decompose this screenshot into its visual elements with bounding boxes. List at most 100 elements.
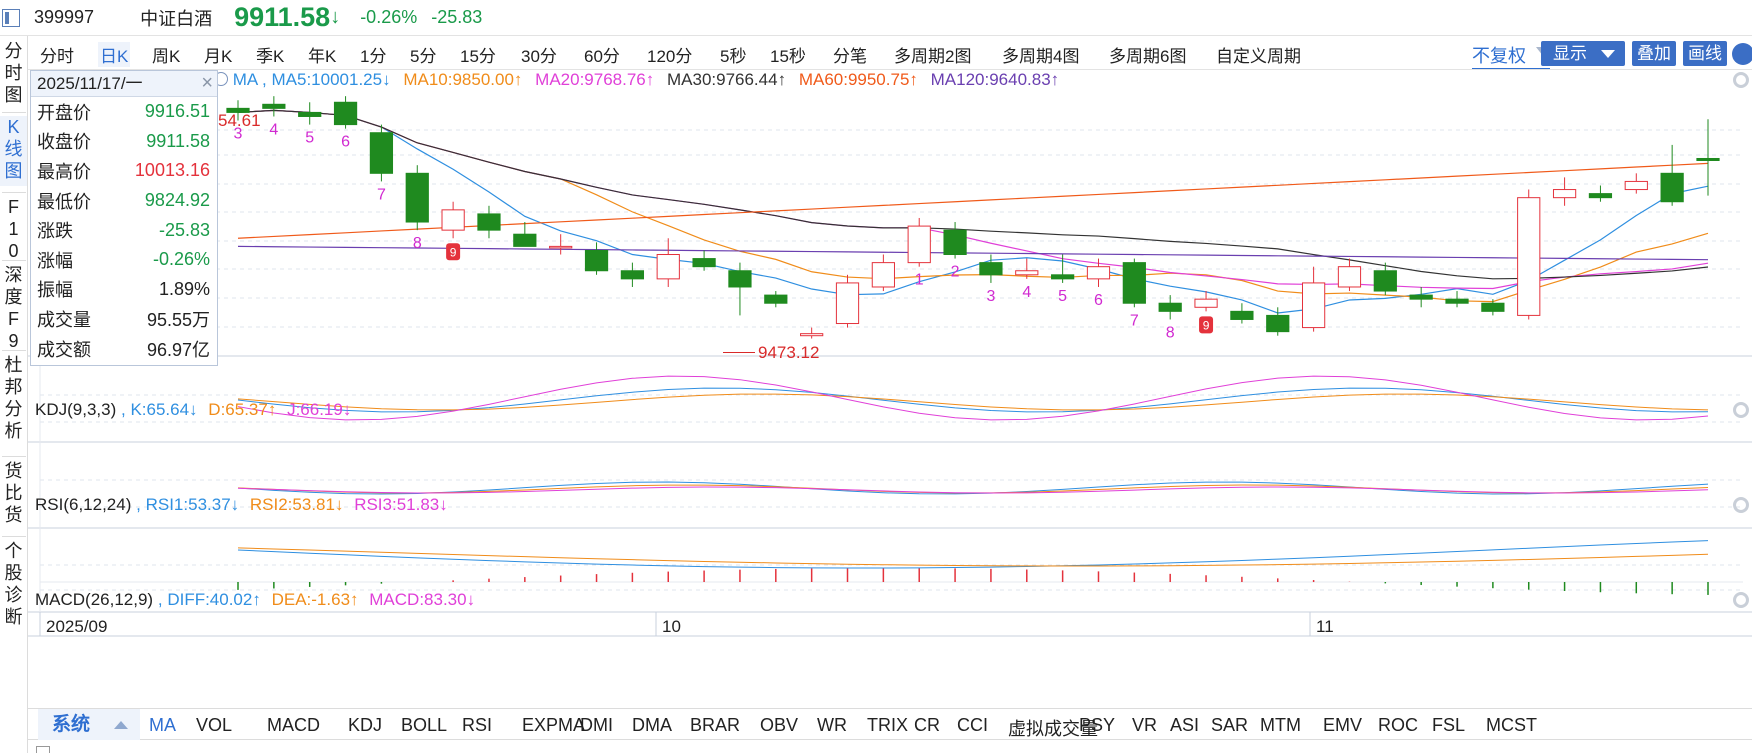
indicator-tab-trix[interactable]: TRIX [867, 715, 909, 735]
tab-weekly-k[interactable]: 周K [152, 47, 181, 66]
tab-multi-4[interactable]: 多周期4图 [1002, 47, 1080, 66]
status-strip [28, 740, 1752, 753]
indicator-tab-expma[interactable]: EXPMA [522, 715, 586, 735]
indicator-tab-cci[interactable]: CCI [957, 715, 988, 735]
indicator-tab-vr[interactable]: VR [1132, 715, 1158, 735]
overlay-button[interactable]: 叠加 [1632, 41, 1676, 66]
chevron-up-icon [114, 721, 128, 729]
info-label: 最高价 [37, 161, 91, 182]
info-value: -0.26% [152, 249, 210, 270]
display-button[interactable]: 显示 [1541, 41, 1625, 66]
kdj-k-line [237, 387, 1709, 413]
tab-timeshare[interactable]: 分时 [40, 47, 74, 66]
kline-chart[interactable]: 3 4 5 6 7 8 9 1 2 3 4 5 6 7 8 9 2025/09 10 11 [28, 70, 1752, 708]
candle-body [1086, 266, 1111, 280]
indicator-tab-wr[interactable]: WR [817, 715, 847, 735]
tab-daily-k[interactable]: 日K [98, 42, 131, 67]
tab-30min[interactable]: 30分 [521, 47, 557, 66]
tab-multi-6[interactable]: 多周期6图 [1109, 47, 1187, 66]
ma-line [237, 109, 1709, 280]
indicator-tab-psy[interactable]: PSY [1079, 715, 1116, 735]
indicator-tab-brar[interactable]: BRAR [690, 715, 741, 735]
indicator-tab-dmi[interactable]: DMI [580, 715, 613, 735]
low-price-pointer [723, 352, 755, 353]
indicator-tab-cr[interactable]: CR [914, 715, 940, 735]
display-button-label: 显示 [1553, 44, 1587, 63]
nav-kline[interactable]: K线图 [0, 116, 27, 186]
ma-line [237, 109, 1709, 303]
candle-body [441, 209, 465, 231]
info-row: 成交量 95.55万 [31, 304, 217, 334]
candle-body [1588, 193, 1613, 199]
kdj-d-value: D:65.37↑ [208, 400, 277, 419]
indicator-tab-ma[interactable]: MA [149, 715, 176, 735]
rsi-name[interactable]: RSI(6,12,24) [35, 495, 132, 514]
macd-hist-value: MACD:83.30↓ [369, 590, 476, 609]
indicator-tab-vol[interactable]: VOL [196, 715, 233, 735]
indicator-tab-asi[interactable]: ASI [1170, 715, 1200, 735]
system-indicator-menu[interactable]: 系统 [38, 709, 140, 741]
tab-120min[interactable]: 120分 [647, 47, 693, 66]
main-chart-settings-gear-icon[interactable] [1733, 72, 1749, 88]
checkbox-icon[interactable] [36, 746, 50, 753]
indicator-tab-kdj[interactable]: KDJ [348, 715, 383, 735]
info-label: 最低价 [37, 191, 91, 212]
panel-toggle-icon[interactable] [2, 8, 20, 27]
kdj-k-value: K:65.64↓ [130, 400, 198, 419]
info-value: 9911.58 [146, 130, 210, 151]
adjust-select[interactable]: 不复权 [1472, 42, 1550, 69]
tab-tick[interactable]: 分笔 [833, 47, 867, 66]
rsi-settings-gear-icon[interactable] [1733, 497, 1749, 513]
indicator-tab-mcst[interactable]: MCST [1486, 715, 1537, 735]
info-value: 95.55万 [146, 309, 210, 330]
nine-turn-mark: 4 [269, 121, 278, 138]
indicator-tab-dma[interactable]: DMA [632, 715, 672, 735]
ma-line [237, 109, 1709, 290]
system-label: 系统 [52, 714, 91, 735]
indicator-tab-[interactable]: 虚拟成交量 [1008, 719, 1098, 739]
tab-yearly-k[interactable]: 年K [308, 47, 337, 66]
candle-body [549, 245, 573, 249]
indicator-tab-macd[interactable]: MACD [267, 715, 320, 735]
tab-15min[interactable]: 15分 [460, 47, 496, 66]
tab-quarterly-k[interactable]: 季K [256, 47, 285, 66]
tab-monthly-k[interactable]: 月K [204, 47, 233, 66]
indicator-tab-roc[interactable]: ROC [1378, 715, 1418, 735]
close-icon[interactable]: × [201, 72, 213, 94]
nine-turn-mark: 6 [1094, 292, 1103, 309]
nine-turn-mark: 3 [234, 126, 243, 143]
indicator-tab-obv[interactable]: OBV [760, 715, 799, 735]
nav-compare[interactable]: 货比货 [0, 460, 27, 530]
tab-1min[interactable]: 1分 [360, 47, 387, 66]
collapse-icon[interactable] [1732, 43, 1752, 65]
tab-15sec[interactable]: 15秒 [770, 47, 806, 66]
tab-custom-period[interactable]: 自定义周期 [1216, 47, 1301, 66]
indicator-tab-boll[interactable]: BOLL [401, 715, 448, 735]
kdj-settings-gear-icon[interactable] [1733, 402, 1749, 418]
indicator-tab-mtm[interactable]: MTM [1260, 715, 1301, 735]
macd-name[interactable]: MACD(26,12,9) [35, 590, 154, 609]
info-label: 开盘价 [37, 102, 91, 123]
nav-diagnosis[interactable]: 个股诊断 [0, 540, 27, 632]
nav-label: 分时图 [4, 41, 23, 105]
quote-header: 399997 中证白酒 9911.58 ↓ -0.26% -25.83 [0, 0, 1752, 36]
info-label: 涨幅 [37, 250, 73, 271]
tab-60min[interactable]: 60分 [584, 47, 620, 66]
nav-f10[interactable]: F10 [0, 196, 27, 261]
candle-body [369, 132, 394, 174]
sub-indicator-lines [40, 375, 1743, 595]
tab-5min[interactable]: 5分 [410, 47, 437, 66]
tab-5sec[interactable]: 5秒 [720, 47, 747, 66]
candle-body [477, 213, 501, 231]
indicator-tab-rsi[interactable]: RSI [462, 715, 493, 735]
kdj-name[interactable]: KDJ(9,3,3) [35, 400, 117, 419]
nav-timeshare[interactable]: 分时图 [0, 40, 27, 110]
nav-depth-f9[interactable]: 深度F9 [0, 264, 27, 351]
indicator-tab-fsl[interactable]: FSL [1432, 715, 1466, 735]
nav-dupont[interactable]: 杜邦分析 [0, 354, 27, 446]
tab-multi-2[interactable]: 多周期2图 [894, 47, 972, 66]
draw-line-button[interactable]: 画线 [1683, 41, 1727, 66]
macd-settings-gear-icon[interactable] [1733, 592, 1749, 608]
indicator-tab-sar[interactable]: SAR [1211, 715, 1249, 735]
indicator-tab-emv[interactable]: EMV [1323, 715, 1363, 735]
